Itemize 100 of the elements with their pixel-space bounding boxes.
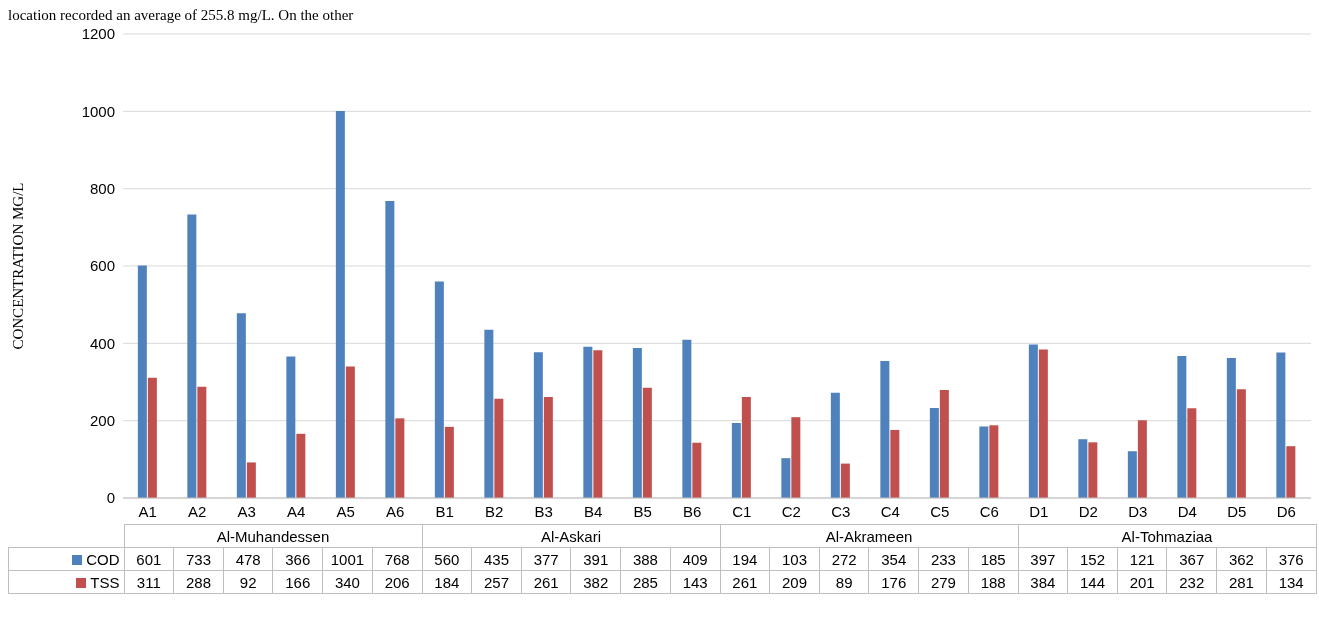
- x-tick-label: D2: [1078, 502, 1098, 520]
- bar: [137, 265, 147, 498]
- bar: [632, 347, 642, 498]
- data-label: 362: [1216, 547, 1267, 571]
- x-tick-label: C3: [831, 502, 851, 520]
- data-label: 103: [769, 547, 820, 571]
- data-label: 601: [124, 547, 174, 571]
- y-axis-title: CONCENTRATION MG/L: [10, 182, 27, 350]
- data-label: 281: [1216, 570, 1267, 594]
- bar: [533, 352, 543, 498]
- data-label: 176: [868, 570, 919, 594]
- data-label: 233: [918, 547, 969, 571]
- bar: [979, 426, 989, 498]
- data-label: 397: [1018, 547, 1068, 571]
- bar: [791, 417, 801, 498]
- bar: [1187, 408, 1197, 498]
- data-label: 261: [720, 570, 770, 594]
- y-tick-label: 1200: [81, 25, 115, 43]
- bar: [246, 462, 256, 498]
- bar: [1038, 349, 1048, 498]
- x-tick-label: A3: [237, 502, 256, 520]
- data-label: 92: [223, 570, 273, 594]
- bar: [1127, 451, 1137, 498]
- data-label: 144: [1067, 570, 1118, 594]
- x-tick-label: B1: [435, 502, 454, 520]
- data-label: 478: [223, 547, 273, 571]
- text: location recorded an average of 255.8 mg/L. On the other: [8, 7, 355, 24]
- bar: [395, 418, 405, 498]
- data-label: 194: [720, 547, 770, 571]
- bar: [147, 377, 157, 498]
- data-label: 768: [372, 547, 422, 571]
- bar: [345, 366, 355, 498]
- bar: [929, 407, 939, 498]
- bar: [989, 425, 999, 498]
- bar: [692, 442, 702, 498]
- legend-label: COD: [85, 550, 120, 568]
- x-tick-label: D5: [1227, 502, 1247, 520]
- y-tick-label: 200: [89, 411, 115, 429]
- data-label: 285: [620, 570, 671, 594]
- data-label: 89: [819, 570, 869, 594]
- text: Al-Muhandessen: [124, 524, 422, 548]
- x-tick-label: A1: [138, 502, 157, 520]
- x-tick-label: D3: [1128, 502, 1148, 520]
- text: Al-Tohmaziaa: [1018, 524, 1316, 548]
- data-label: 201: [1117, 570, 1167, 594]
- bar: [296, 433, 306, 498]
- text: Al-Askari: [422, 524, 720, 548]
- x-tick-label: C4: [880, 502, 900, 520]
- data-label: 184: [422, 570, 472, 594]
- data-label: 152: [1067, 547, 1118, 571]
- bar: [642, 387, 652, 498]
- bar: [494, 398, 504, 498]
- bar: [1177, 356, 1187, 498]
- bar: [236, 313, 246, 498]
- x-tick-label: B6: [683, 502, 702, 520]
- data-label: 261: [521, 570, 571, 594]
- data-label: 121: [1117, 547, 1167, 571]
- data-label: 354: [868, 547, 919, 571]
- x-tick-label: C5: [930, 502, 950, 520]
- bar: [187, 214, 197, 498]
- bar: [840, 463, 850, 498]
- data-label: 272: [819, 547, 869, 571]
- data-label: 185: [968, 547, 1018, 571]
- text: Al-Akrameen: [720, 524, 1018, 548]
- bar: [682, 339, 692, 498]
- y-tick-label: 600: [89, 257, 115, 275]
- data-label: 367: [1166, 547, 1217, 571]
- y-tick-label: 400: [89, 334, 115, 352]
- data-label: 409: [670, 547, 720, 571]
- data-label: 733: [173, 547, 224, 571]
- bar: [1078, 439, 1088, 498]
- x-tick-label: A6: [386, 502, 405, 520]
- bar: [593, 350, 603, 498]
- data-label: 288: [173, 570, 224, 594]
- bar: [444, 426, 454, 498]
- data-label: 384: [1018, 570, 1068, 594]
- bar: [1028, 344, 1038, 498]
- bar: [484, 329, 494, 498]
- data-label: 435: [471, 547, 522, 571]
- x-tick-label: C1: [732, 502, 752, 520]
- bar: [781, 458, 791, 498]
- data-label: 366: [272, 547, 323, 571]
- data-label: 279: [918, 570, 969, 594]
- legend-label: TSS: [89, 573, 120, 591]
- bar: [1137, 420, 1147, 498]
- bar: [1226, 358, 1236, 498]
- x-tick-label: B5: [633, 502, 652, 520]
- bar: [890, 429, 900, 498]
- y-tick-label: 800: [89, 179, 115, 197]
- bar: [1236, 389, 1246, 498]
- bar: [880, 361, 890, 498]
- x-tick-label: A4: [287, 502, 306, 520]
- data-label: 382: [570, 570, 621, 594]
- data-label: 232: [1166, 570, 1217, 594]
- y-tick-label: 1000: [81, 102, 115, 120]
- bar: [434, 281, 444, 498]
- data-label: 143: [670, 570, 720, 594]
- data-label: 340: [322, 570, 373, 594]
- bar: [543, 397, 553, 498]
- x-tick-label: B4: [584, 502, 603, 520]
